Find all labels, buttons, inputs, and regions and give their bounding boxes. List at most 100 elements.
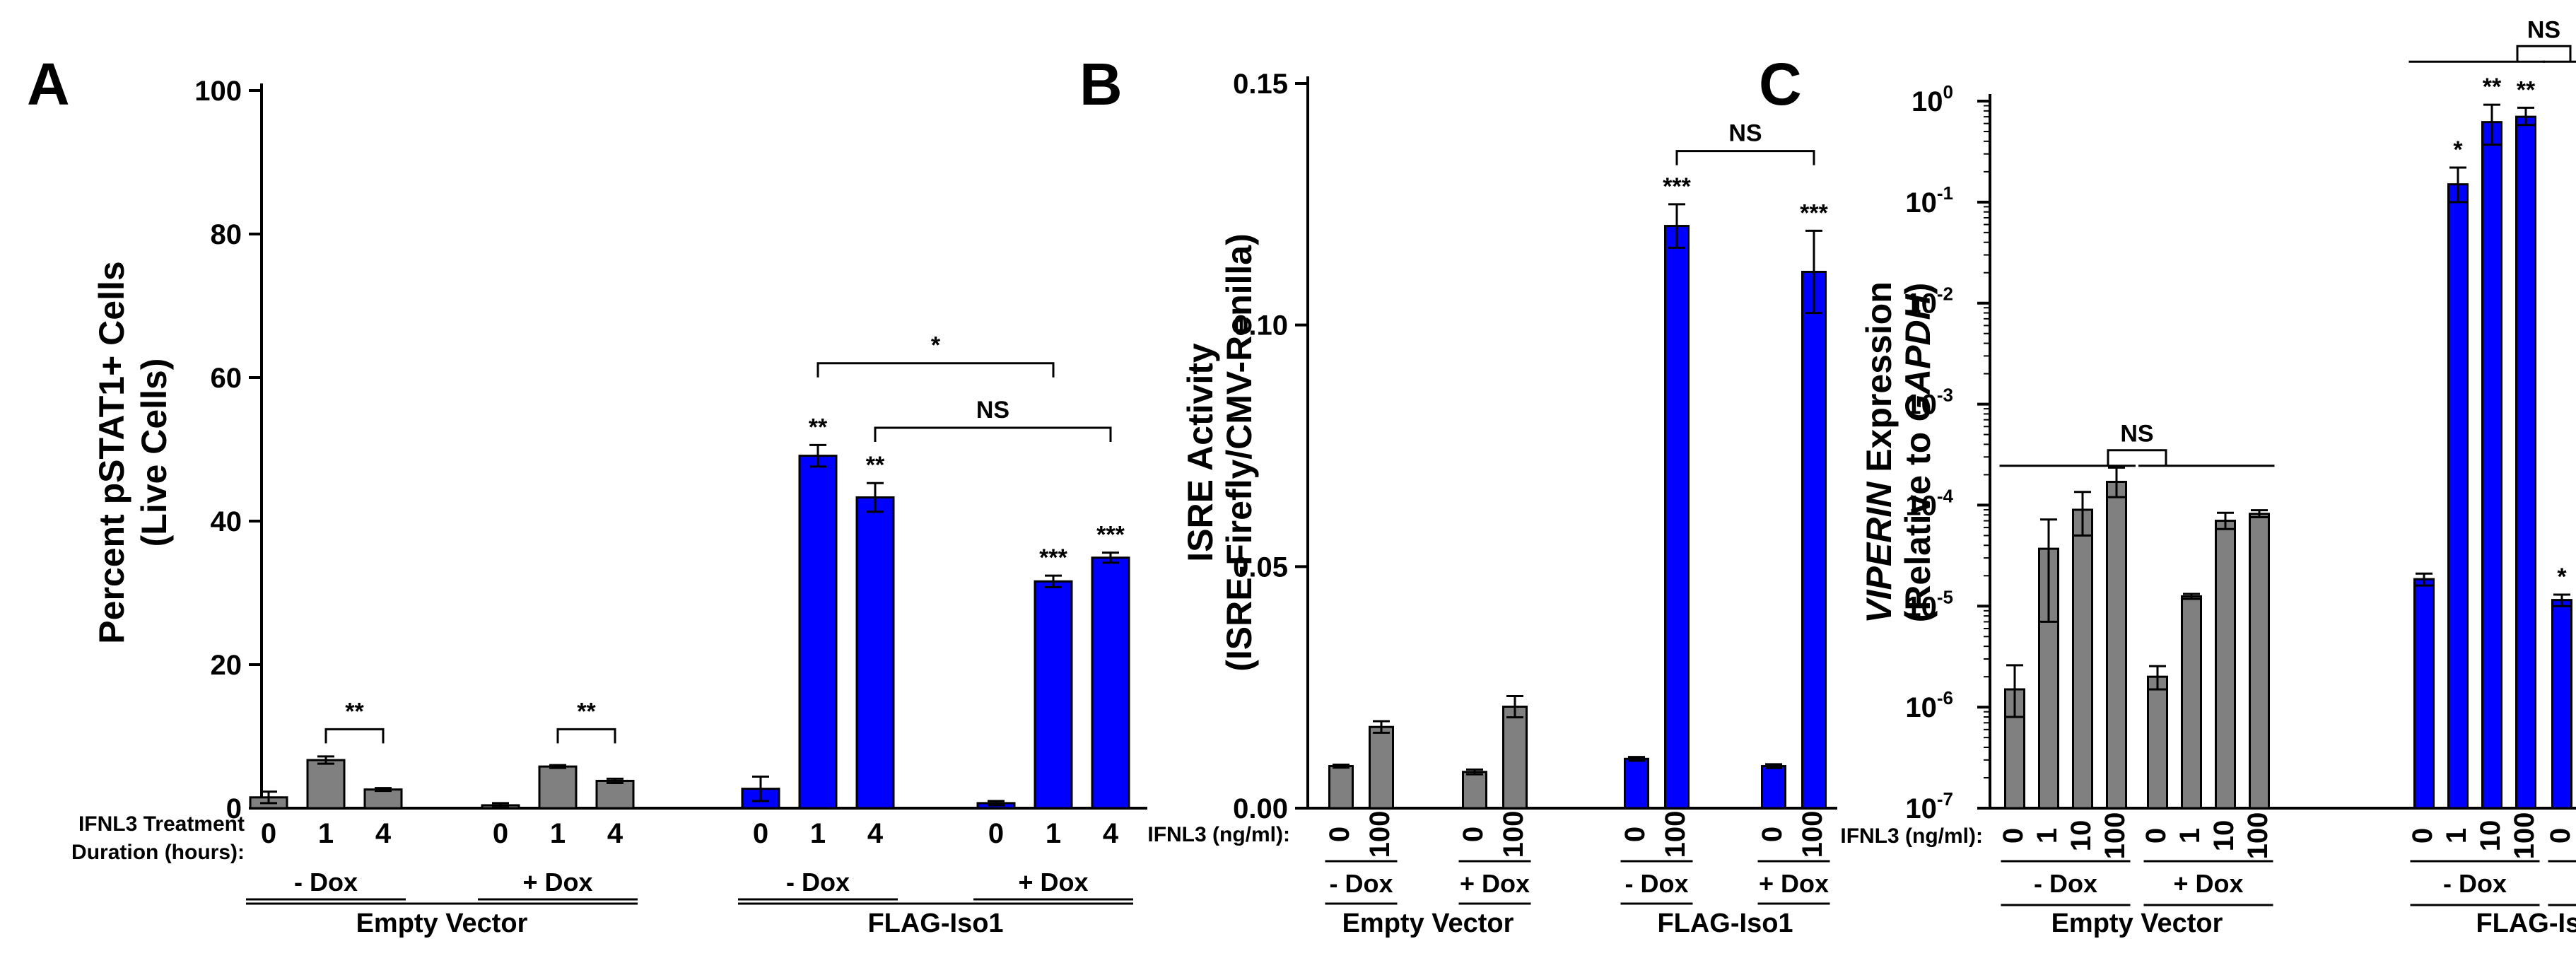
bar-significance: * [2557, 564, 2567, 590]
group-label: Empty Vector [2051, 909, 2223, 938]
comparison-bracket [2107, 449, 2167, 466]
x-tick-label: 0 [988, 818, 1004, 849]
bar [1034, 580, 1073, 810]
y-tick-label: 10-2 [1905, 284, 1953, 320]
x-tick-label: 100 [1797, 811, 1828, 858]
x-tick-label: 0 [2407, 828, 2438, 844]
bar-significance: * [2453, 136, 2463, 163]
condition-label: - Dox [2443, 869, 2507, 898]
bar [1502, 706, 1528, 810]
condition-label: + Dox [1018, 868, 1088, 897]
bar [306, 759, 346, 810]
comparison-label: NS [976, 397, 1009, 424]
y-axis-title-segment: GAPDH [1898, 293, 1938, 421]
x-tick-label: 10 [2475, 820, 2506, 852]
bar [1761, 765, 1786, 810]
x-tick-label: 0 [1620, 827, 1651, 842]
x-tick-label: 10 [2208, 820, 2240, 852]
y-tick-base: 10 [1905, 187, 1937, 218]
y-tick-label: 20 [211, 650, 242, 681]
bar-significance: *** [1663, 173, 1691, 200]
y-tick-label: 10-5 [1905, 586, 1953, 622]
bar [1801, 271, 1827, 810]
bar-significance: *** [1096, 522, 1125, 549]
bar-significance: ** [2517, 76, 2536, 103]
panel-letter-c: C [1759, 51, 1802, 117]
y-tick-label: 10-4 [1905, 485, 1953, 521]
condition-label: + Dox [2173, 869, 2243, 898]
y-axis-title-line-2: (ISRE-Firefly/CMV-Renilla) [1219, 233, 1259, 672]
bar-significance: ** [2483, 74, 2502, 100]
bar [2413, 578, 2435, 810]
bar [1462, 771, 1487, 810]
x-tick-label: 100 [1364, 811, 1395, 858]
bar-significance: ** [866, 452, 885, 479]
comparison-bracket [2516, 45, 2572, 62]
bar [2147, 675, 2168, 810]
y-tick-exponent: -2 [1937, 284, 1953, 305]
bar [2072, 508, 2093, 810]
y-tick-label: 10-6 [1905, 687, 1953, 723]
condition-label: - Dox [786, 868, 850, 897]
condition-label: - Dox [2034, 869, 2097, 898]
condition-label: - Dox [1625, 869, 1689, 898]
y-tick-label: 0.05 [1233, 551, 1288, 583]
y-tick-label: 10-7 [1905, 788, 1953, 824]
group-label: FLAG-Iso1 [867, 909, 1003, 938]
y-tick-label: 100 [194, 76, 242, 107]
condition-label: + Dox [522, 868, 592, 897]
y-tick-label: 80 [211, 219, 242, 250]
bar [595, 779, 635, 810]
y-axis-title-segment: VIPERIN [1859, 482, 1899, 624]
bar [363, 788, 403, 810]
y-axis-title-line-1: Percent pSTAT1+ Cells [92, 261, 131, 643]
y-axis-title-line-1: ISRE Activity [1181, 343, 1220, 562]
bar [2515, 115, 2536, 810]
group-label: Empty Vector [356, 909, 528, 938]
y-tick-base: 10 [1905, 793, 1937, 824]
bar-significance: ** [809, 414, 828, 440]
comparison-bracket [1675, 150, 1815, 165]
x-tick-label: 4 [607, 818, 623, 849]
x-tick-label: 0 [493, 818, 508, 849]
y-tick-exponent: -4 [1937, 485, 1954, 506]
x-tick-label: 0 [1324, 827, 1355, 842]
x-tick-label: 1 [810, 818, 826, 849]
bar [2106, 481, 2127, 810]
x-tick-label: 1 [550, 818, 566, 849]
y-axis-title-line-2: (Live Cells) [134, 358, 174, 547]
comparison-label: NS [2120, 421, 2153, 448]
y-tick-exponent: 0 [1943, 81, 1953, 103]
x-tick-label: 100 [1660, 811, 1691, 858]
panel-letter-b: B [1079, 51, 1123, 117]
x-tick-label: 1 [1046, 818, 1061, 849]
x-tick-label: 0 [2141, 828, 2172, 844]
comparison-bracket [324, 728, 385, 744]
y-axis-title-line-1: VIPERIN Expression [1859, 281, 1899, 624]
comparison-bracket [816, 362, 1055, 378]
comparison-label: ** [345, 698, 364, 725]
y-tick-base: 10 [1905, 591, 1937, 622]
x-axis-title-line-1: IFNL3 Treatment [78, 812, 245, 836]
panel-letter-a: A [27, 51, 70, 117]
y-tick-label: 10-3 [1905, 385, 1953, 421]
x-tick-label: 0 [753, 818, 768, 849]
bar [2181, 595, 2202, 810]
y-tick-label: 0.00 [1233, 793, 1288, 824]
x-tick-label: 0 [1998, 828, 2029, 844]
y-axis-title-segment: (Relative to [1898, 422, 1938, 622]
y-tick-exponent: -7 [1937, 788, 1953, 810]
y-axis-title-line-2: (Relative to GAPDH) [1898, 283, 1938, 623]
bar [2215, 520, 2236, 810]
x-tick-label: 100 [1498, 811, 1529, 858]
y-tick-base: 10 [1905, 288, 1937, 320]
bar [2447, 183, 2469, 810]
x-axis-title-line-1: IFNL3 (ng/ml): [1840, 824, 1983, 848]
x-tick-label: 10 [2066, 820, 2097, 852]
y-tick-exponent: -3 [1937, 385, 1953, 406]
comparison-bracket [556, 728, 616, 744]
x-tick-label: 1 [318, 818, 334, 849]
y-tick-exponent: -5 [1937, 586, 1953, 607]
x-tick-label: 4 [375, 818, 392, 849]
